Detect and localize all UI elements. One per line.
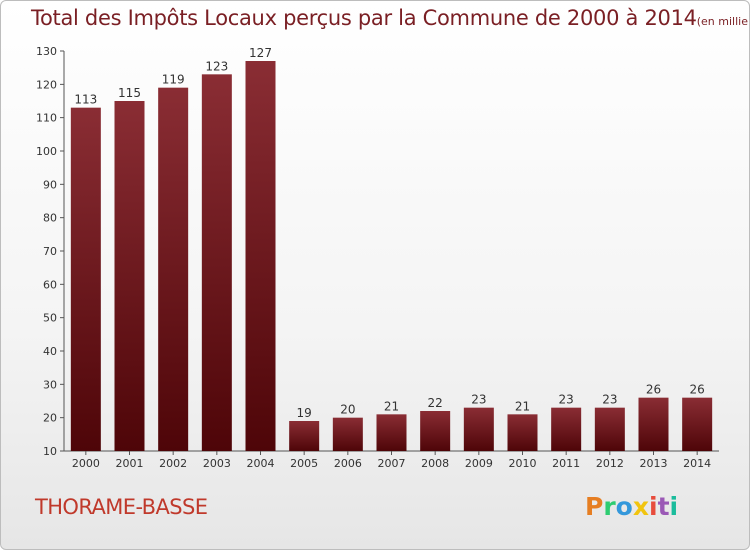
x-tick-label: 2012: [596, 457, 624, 470]
bar-2004: [245, 61, 276, 451]
y-tick-label: 80: [43, 212, 57, 225]
data-label: 22: [428, 396, 443, 410]
data-label: 21: [384, 399, 399, 413]
bar-2011: [551, 407, 582, 451]
y-tick-label: 10: [43, 445, 57, 458]
y-tick-label: 20: [43, 412, 57, 425]
x-tick-label: 2013: [640, 457, 668, 470]
bar-2003: [201, 74, 232, 451]
x-tick-label: 2011: [552, 457, 580, 470]
bar-2001: [114, 101, 145, 451]
bar-2000: [70, 107, 101, 452]
x-tick-label: 2004: [247, 457, 275, 470]
y-tick-label: 90: [43, 178, 57, 191]
x-tick-label: 2007: [378, 457, 406, 470]
x-tick-label: 2006: [334, 457, 362, 470]
y-tick-label: 130: [36, 45, 57, 58]
data-label: 20: [340, 403, 355, 417]
y-tick-label: 70: [43, 245, 57, 258]
bar-2009: [463, 407, 494, 451]
bar-2012: [594, 407, 625, 451]
bar-2010: [507, 414, 538, 451]
logo-letter: i: [649, 492, 658, 521]
data-label: 26: [646, 383, 661, 397]
commune-name: THORAME-BASSE: [35, 495, 208, 519]
bar-2014: [682, 397, 713, 451]
x-tick-label: 2005: [290, 457, 318, 470]
data-label: 119: [162, 73, 185, 87]
x-tick-label: 2014: [683, 457, 711, 470]
bar-2005: [289, 421, 320, 451]
data-label: 23: [559, 393, 574, 407]
data-label: 113: [74, 93, 97, 107]
y-tick-label: 60: [43, 278, 57, 291]
x-tick-label: 2010: [509, 457, 537, 470]
y-tick-label: 120: [36, 78, 57, 91]
proxiti-logo: Proxiti: [585, 492, 678, 521]
x-tick-label: 2001: [116, 457, 144, 470]
data-label: 127: [249, 46, 272, 60]
y-tick-label: 100: [36, 145, 57, 158]
x-tick-label: 2008: [421, 457, 449, 470]
data-label: 115: [118, 86, 141, 100]
y-tick-label: 30: [43, 378, 57, 391]
bar-2013: [638, 397, 669, 451]
bar-2007: [376, 414, 407, 451]
logo-letter: t: [657, 492, 670, 521]
chart-data-labels: 113 115 119 123 127 19 20 21 22 23 21 23 23 26 26: [74, 46, 704, 420]
chart-title: Total des Impôts Locaux perçus par la Co…: [31, 6, 749, 30]
data-label: 21: [515, 399, 530, 413]
logo-letter: o: [615, 492, 633, 521]
logo-letter: i: [669, 492, 679, 521]
chart-title-unit: (en milliers d'€): [696, 15, 749, 28]
x-tick-label: 2009: [465, 457, 493, 470]
data-label: 23: [602, 393, 617, 407]
data-label: 23: [471, 393, 486, 407]
data-label: 123: [205, 59, 228, 73]
bar-2008: [420, 411, 451, 451]
bar-2006: [332, 417, 363, 451]
chart-axes: 10 20 30 40 50 60 70 80 90 100 110 120 130 2000 2001 20…: [36, 45, 719, 470]
chart-title-main: Total des Impôts Locaux perçus par la Co…: [31, 6, 697, 30]
y-tick-label: 110: [36, 112, 57, 125]
logo-letter: P: [585, 492, 604, 521]
x-tick-label: 2002: [159, 457, 187, 470]
y-tick-label: 40: [43, 345, 57, 358]
data-label: 19: [297, 406, 312, 420]
bar-2002: [158, 87, 189, 452]
logo-letter: r: [603, 492, 616, 521]
chart-bars: [70, 61, 713, 452]
data-label: 26: [690, 383, 705, 397]
logo-letter: x: [632, 492, 649, 521]
y-tick-label: 50: [43, 312, 57, 325]
x-tick-label: 2000: [72, 457, 100, 470]
x-tick-label: 2003: [203, 457, 231, 470]
